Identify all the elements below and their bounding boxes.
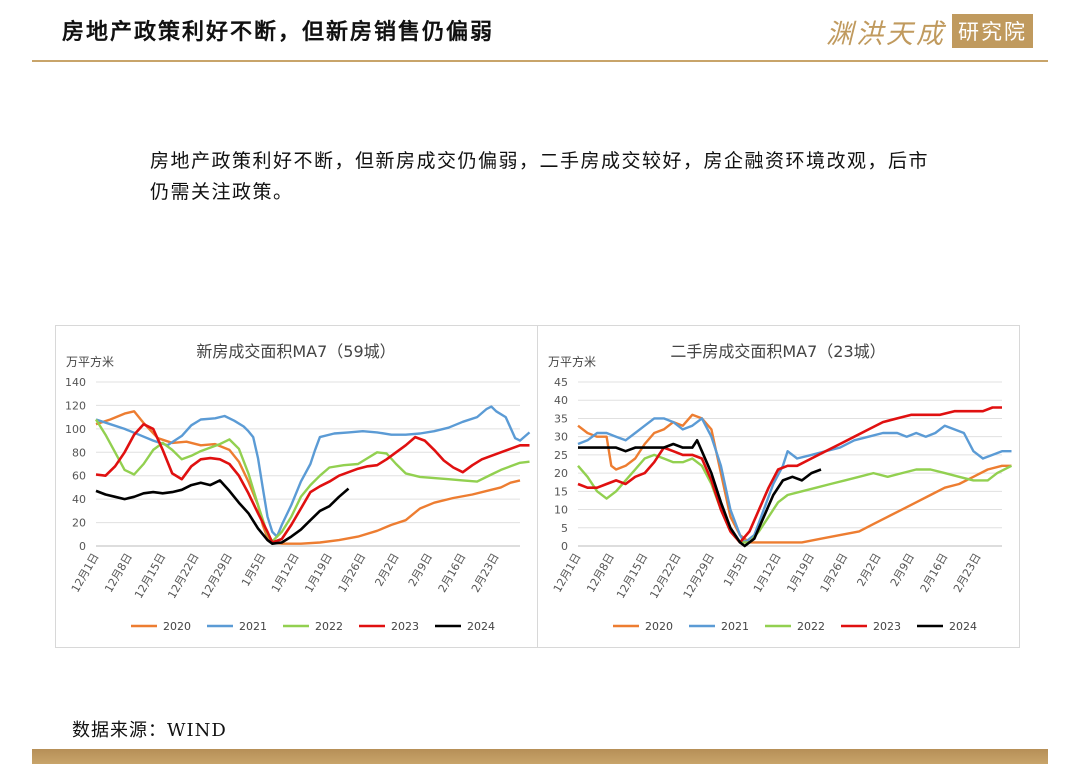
x-tick-label: 1月26日	[336, 551, 369, 595]
x-tick-label: 2月16日	[918, 551, 951, 595]
chart-new-house: 新房成交面积MA7（59城） 万平方米 0 20 40 60 80 100 120 140 12月1…	[55, 325, 538, 648]
x-tick-label: 12月1日	[69, 551, 102, 595]
series-line-2022	[577, 453, 1013, 544]
x-tick-label: 2月23日	[951, 551, 984, 595]
y-tick-label: 20	[554, 467, 568, 480]
header-rule	[32, 60, 1048, 62]
chart-title: 新房成交面积MA7（59城）	[196, 342, 395, 361]
x-tick-label: 2月2日	[854, 551, 883, 589]
page-title: 房地产政策利好不断，但新房销售仍偏弱	[62, 20, 495, 45]
brand-logo: 渊洪天成 研究院	[826, 12, 1033, 50]
y-tick-label: 30	[554, 431, 568, 444]
legend-label-2024: 2024	[949, 620, 977, 633]
y-tick-label: 35	[554, 412, 568, 425]
x-tick-label: 2月23日	[469, 551, 502, 595]
y-tick-label: 10	[554, 504, 568, 517]
x-tick-label: 1月5日	[721, 551, 750, 589]
series-line-2024	[95, 479, 350, 545]
x-tick-label: 12月8日	[584, 551, 617, 595]
logo-brand-text: 渊洪天成	[826, 18, 946, 50]
chart-second-hand-svg: 二手房成交面积MA7（23城） 万平方米 0 5 10 15 20 25 30 35 40 45 12月…	[548, 342, 1013, 633]
y-tick-label: 5	[561, 522, 568, 535]
legend-label-2023: 2023	[391, 620, 419, 633]
x-tick-label: 1月12日	[269, 551, 302, 595]
y-tick-label: 15	[554, 485, 568, 498]
series-line-2022	[94, 418, 530, 543]
x-tick-label: 12月29日	[681, 551, 717, 601]
y-tick-label: 0	[79, 540, 86, 553]
data-source: 数据来源：WIND	[72, 720, 227, 741]
y-tick-label: 120	[65, 399, 86, 412]
x-tick-label: 1月12日	[751, 551, 784, 595]
x-tick-label: 12月15日	[132, 551, 168, 601]
y-tick-label: 40	[554, 394, 568, 407]
legend-label-2022: 2022	[797, 620, 825, 633]
x-tick-label: 1月19日	[784, 551, 817, 595]
x-tick-label: 2月16日	[436, 551, 469, 595]
chart-new-house-svg: 新房成交面积MA7（59城） 万平方米 0 20 40 60 80 100 120 140 12月1…	[65, 342, 531, 633]
x-tick-label: 12月1日	[551, 551, 584, 595]
legend-label-2022: 2022	[315, 620, 343, 633]
series-line-2021	[577, 417, 1012, 544]
x-tick-label: 12月22日	[647, 551, 683, 601]
legend-label-2021: 2021	[239, 620, 267, 633]
x-tick-label: 2月9日	[888, 551, 917, 589]
y-tick-label: 25	[554, 449, 568, 462]
legend-label-2023: 2023	[873, 620, 901, 633]
y-tick-label: 140	[65, 376, 86, 389]
x-tick-label: 12月22日	[165, 551, 201, 601]
summary-text: 房地产政策利好不断，但新房成交仍偏弱，二手房成交较好，房企融资环境改观，后市仍需…	[150, 150, 930, 203]
logo-box-text: 研究院	[952, 14, 1033, 48]
y-tick-label: 0	[561, 540, 568, 553]
y-tick-label: 80	[72, 446, 86, 459]
x-tick-label: 12月8日	[102, 551, 135, 595]
y-tick-label: 45	[554, 376, 568, 389]
legend-label-2021: 2021	[721, 620, 749, 633]
x-tick-label: 2月9日	[406, 551, 435, 589]
x-tick-label: 1月26日	[818, 551, 851, 595]
x-tick-label: 2月2日	[372, 551, 401, 589]
footer-bar	[32, 749, 1048, 764]
legend-label-2020: 2020	[163, 620, 191, 633]
y-unit-label: 万平方米	[548, 354, 596, 369]
x-tick-label: 1月19日	[302, 551, 335, 595]
chart-title: 二手房成交面积MA7（23城）	[670, 342, 885, 361]
x-tick-label: 12月15日	[614, 551, 650, 601]
legend-label-2020: 2020	[645, 620, 673, 633]
y-tick-label: 60	[72, 470, 86, 483]
chart-second-hand: 二手房成交面积MA7（23城） 万平方米 0 5 10 15 20 25 30 35 40 45 12月…	[537, 325, 1020, 648]
series-line-2023	[95, 422, 530, 544]
y-tick-label: 40	[72, 493, 86, 506]
series-line-2023	[577, 406, 1002, 544]
x-tick-label: 12月29日	[199, 551, 235, 601]
series-line-2024	[578, 439, 822, 548]
y-tick-label: 100	[65, 423, 86, 436]
y-unit-label: 万平方米	[66, 354, 114, 369]
y-tick-label: 20	[72, 517, 86, 530]
legend-label-2024: 2024	[467, 620, 495, 633]
x-tick-label: 1月5日	[239, 551, 268, 589]
series-line-2021	[95, 405, 531, 538]
